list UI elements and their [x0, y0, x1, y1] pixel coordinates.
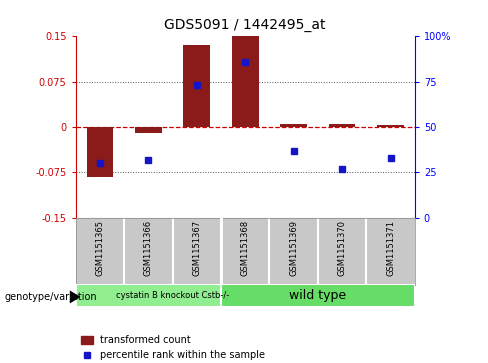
- Text: cystatin B knockout Cstb-/-: cystatin B knockout Cstb-/-: [116, 291, 229, 300]
- Legend: transformed count, percentile rank within the sample: transformed count, percentile rank withi…: [77, 331, 269, 363]
- Bar: [183, 45, 210, 127]
- Bar: [280, 124, 307, 127]
- Bar: [329, 124, 355, 127]
- Text: genotype/variation: genotype/variation: [5, 292, 98, 302]
- Bar: [232, 36, 259, 127]
- Bar: [86, 127, 113, 177]
- Text: GSM1151367: GSM1151367: [192, 220, 201, 276]
- Text: GSM1151371: GSM1151371: [386, 220, 395, 276]
- Text: GSM1151368: GSM1151368: [241, 220, 250, 276]
- Bar: [377, 125, 404, 127]
- Text: wild type: wild type: [289, 289, 346, 302]
- Text: GSM1151369: GSM1151369: [289, 220, 298, 276]
- FancyBboxPatch shape: [76, 284, 221, 307]
- Text: GSM1151370: GSM1151370: [338, 220, 346, 276]
- Text: GSM1151366: GSM1151366: [144, 220, 153, 276]
- Text: GSM1151365: GSM1151365: [95, 220, 104, 276]
- FancyBboxPatch shape: [221, 284, 415, 307]
- Title: GDS5091 / 1442495_at: GDS5091 / 1442495_at: [164, 19, 326, 33]
- Bar: [135, 127, 162, 133]
